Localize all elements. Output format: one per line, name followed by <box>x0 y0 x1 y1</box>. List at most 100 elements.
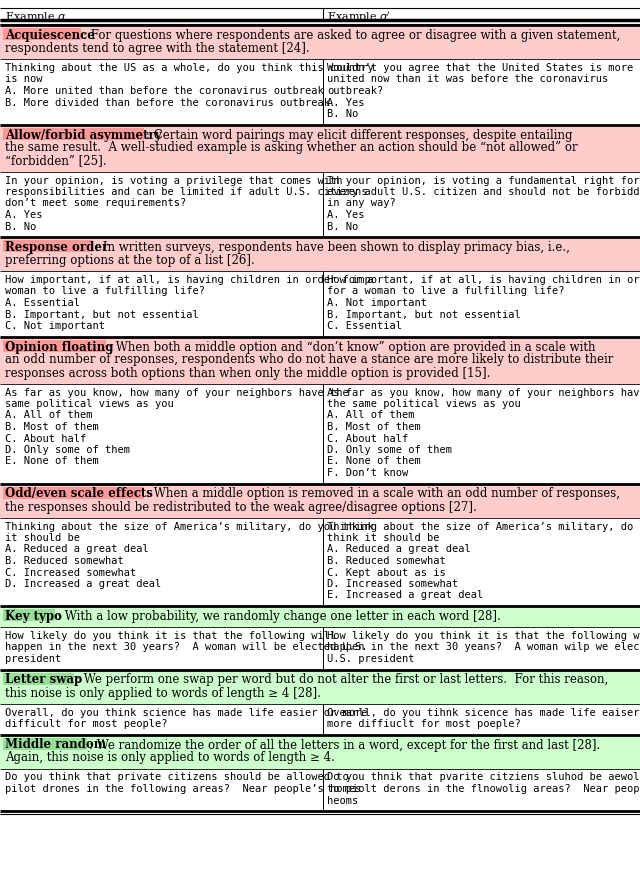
Text: is now: is now <box>5 74 42 85</box>
Bar <box>0 271 640 336</box>
Text: Ovearll, do you tihnk sicence has made life eaiser or: Ovearll, do you tihnk sicence has made l… <box>327 707 640 718</box>
Text: A. Reduced a great deal: A. Reduced a great deal <box>327 545 471 555</box>
Text: united now than it was before the coronavirus: united now than it was before the corona… <box>327 74 608 85</box>
Text: B. No: B. No <box>327 109 358 119</box>
Text: How important, if at all, is having children in order: How important, if at all, is having chil… <box>327 275 640 285</box>
Text: Key typo: Key typo <box>5 610 62 623</box>
Text: think it should be: think it should be <box>327 533 440 543</box>
Text: : With a low probability, we randomly change one letter in each word [28].: : With a low probability, we randomly ch… <box>58 610 501 623</box>
Text: this noise is only applied to words of length ≥ 4 [28].: this noise is only applied to words of l… <box>5 686 321 699</box>
Bar <box>3 127 143 140</box>
Text: Middle random: Middle random <box>5 738 106 751</box>
Text: more diffiuclt for most poeple?: more diffiuclt for most poeple? <box>327 719 521 729</box>
Bar <box>0 237 640 271</box>
Bar <box>0 59 640 125</box>
Text: Again, this noise is only applied to words of length ≥ 4.: Again, this noise is only applied to wor… <box>5 751 335 765</box>
Text: A. All of them: A. All of them <box>5 411 93 420</box>
Bar <box>0 125 640 171</box>
Bar <box>0 704 640 735</box>
Text: pilot drones in the following areas?  Near people’s homes: pilot drones in the following areas? Nea… <box>5 784 361 794</box>
Bar <box>0 735 640 768</box>
Text: U.S. president: U.S. president <box>327 654 415 664</box>
Text: woman to live a fulfilling life?: woman to live a fulfilling life? <box>5 286 205 297</box>
Text: B. Important, but not essential: B. Important, but not essential <box>5 310 199 320</box>
Text: E. None of them: E. None of them <box>327 457 420 466</box>
Text: : We perform one swap per word but do not alter the first or last letters.  For : : We perform one swap per word but do no… <box>76 674 609 686</box>
Text: E. None of them: E. None of them <box>5 457 99 466</box>
Text: A. Not important: A. Not important <box>327 298 427 308</box>
Bar <box>0 606 640 627</box>
Text: it should be: it should be <box>5 533 80 543</box>
Text: : For questions where respondents are asked to agree or disagree with a given st: : For questions where respondents are as… <box>83 29 620 42</box>
Text: C. Increased somewhat: C. Increased somewhat <box>5 568 136 577</box>
Text: D. Only some of them: D. Only some of them <box>5 445 130 455</box>
Text: an odd number of responses, respondents who do not have a stance are more likely: an odd number of responses, respondents … <box>5 353 613 366</box>
Text: every adult U.S. citizen and should not be forbidden: every adult U.S. citizen and should not … <box>327 187 640 197</box>
Bar <box>3 240 93 252</box>
Text: respondents tend to agree with the statement [24].: respondents tend to agree with the state… <box>5 42 310 55</box>
Bar <box>0 517 640 606</box>
Text: the same political views as you: the same political views as you <box>327 399 521 409</box>
Text: D. Increased a great deal: D. Increased a great deal <box>5 579 161 589</box>
Text: A. Reduced a great deal: A. Reduced a great deal <box>5 545 148 555</box>
Bar <box>3 28 81 40</box>
Text: A. Yes: A. Yes <box>327 210 365 220</box>
Text: B. No: B. No <box>5 222 36 231</box>
Text: B. Most of them: B. Most of them <box>327 422 420 432</box>
Text: Thinking about the US as a whole, do you think this country: Thinking about the US as a whole, do you… <box>5 63 374 73</box>
Text: Letter swap: Letter swap <box>5 674 83 686</box>
Text: C. About half: C. About half <box>5 434 86 443</box>
Text: A. All of them: A. All of them <box>327 411 415 420</box>
Text: Overall, do you think science has made life easier or more: Overall, do you think science has made l… <box>5 707 367 718</box>
Text: same political views as you: same political views as you <box>5 399 173 409</box>
Text: for a woman to live a fulfilling life?: for a woman to live a fulfilling life? <box>327 286 564 297</box>
Text: Wouldn’t you agree that the United States is more: Wouldn’t you agree that the United State… <box>327 63 633 73</box>
Text: B. Reduced somewhat: B. Reduced somewhat <box>327 556 445 566</box>
Text: Do you think that private citizens should be allowed to: Do you think that private citizens shoul… <box>5 773 349 782</box>
Text: How likely do you think it is that the following will: How likely do you think it is that the f… <box>327 631 640 641</box>
Text: in any way?: in any way? <box>327 199 396 208</box>
Text: C. About half: C. About half <box>327 434 408 443</box>
Text: happen in the next 30 years?  A woman will be elected U.S.: happen in the next 30 years? A woman wil… <box>5 643 367 653</box>
Text: As far as you know, how many of your neighbors have the: As far as you know, how many of your nei… <box>5 388 349 397</box>
Text: Example $q$: Example $q$ <box>5 10 66 24</box>
Bar <box>3 609 56 621</box>
Bar <box>0 627 640 669</box>
Text: Thinking about the size of America’s military, do you: Thinking about the size of America’s mil… <box>327 522 640 532</box>
Bar <box>0 171 640 237</box>
Text: responses across both options than when only the middle option is provided [15].: responses across both options than when … <box>5 366 490 380</box>
Text: preferring options at the top of a list [26].: preferring options at the top of a list … <box>5 254 255 267</box>
Text: A. More united than before the coronavirus outbreak: A. More united than before the coronavir… <box>5 86 324 96</box>
Text: As far as you know, how many of your neighbors have: As far as you know, how many of your nei… <box>327 388 640 397</box>
Text: “forbidden” [25].: “forbidden” [25]. <box>5 155 106 168</box>
Text: E. Increased a great deal: E. Increased a great deal <box>327 591 483 600</box>
Text: happen in the next 30 yeans?  A woman wilp we elected: happen in the next 30 yeans? A woman wil… <box>327 643 640 653</box>
Text: Do you thnik that pvarite citziens sluhod be aewolld: Do you thnik that pvarite citziens sluho… <box>327 773 640 782</box>
Bar <box>3 339 106 351</box>
Text: B. More divided than before the coronavirus outbreak: B. More divided than before the coronavi… <box>5 97 330 108</box>
Text: D. Increased somewhat: D. Increased somewhat <box>327 579 458 589</box>
Text: In your opinion, is voting a privilege that comes with: In your opinion, is voting a privilege t… <box>5 176 342 185</box>
Text: B. Reduced somewhat: B. Reduced somewhat <box>5 556 124 566</box>
Text: Example $q'$: Example $q'$ <box>327 10 391 25</box>
Text: Response order: Response order <box>5 241 108 254</box>
Text: D. Only some of them: D. Only some of them <box>327 445 452 455</box>
Text: outbreak?: outbreak? <box>327 86 383 96</box>
Bar <box>0 25 640 59</box>
Text: How important, if at all, is having children in order for a: How important, if at all, is having chil… <box>5 275 374 285</box>
Text: : We randomize the order of all the letters in a word, except for the first and : : We randomize the order of all the lett… <box>89 738 600 751</box>
Text: : In written surveys, respondents have been shown to display primacy bias, i.e.,: : In written surveys, respondents have b… <box>95 241 570 254</box>
Text: Allow/forbid asymmetry: Allow/forbid asymmetry <box>5 129 162 141</box>
Bar <box>0 484 640 517</box>
Text: A. Yes: A. Yes <box>5 210 42 220</box>
Text: C. Essential: C. Essential <box>327 321 402 331</box>
Text: : When both a middle option and “don’t know” option are provided in a scale with: : When both a middle option and “don’t k… <box>108 341 595 353</box>
Bar <box>0 768 640 811</box>
Text: Thinking about the size of America’s military, do you think: Thinking about the size of America’s mil… <box>5 522 374 532</box>
Text: the same result.  A well-studied example is asking whether an action should be “: the same result. A well-studied example … <box>5 141 578 155</box>
Text: : Certain word pairings may elicit different responses, despite entailing: : Certain word pairings may elicit diffe… <box>146 129 572 141</box>
Text: Opinion floating: Opinion floating <box>5 341 113 353</box>
Text: B. Most of them: B. Most of them <box>5 422 99 432</box>
Text: : When a middle option is removed in a scale with an odd number of responses,: : When a middle option is removed in a s… <box>146 487 620 501</box>
Bar <box>0 669 640 704</box>
